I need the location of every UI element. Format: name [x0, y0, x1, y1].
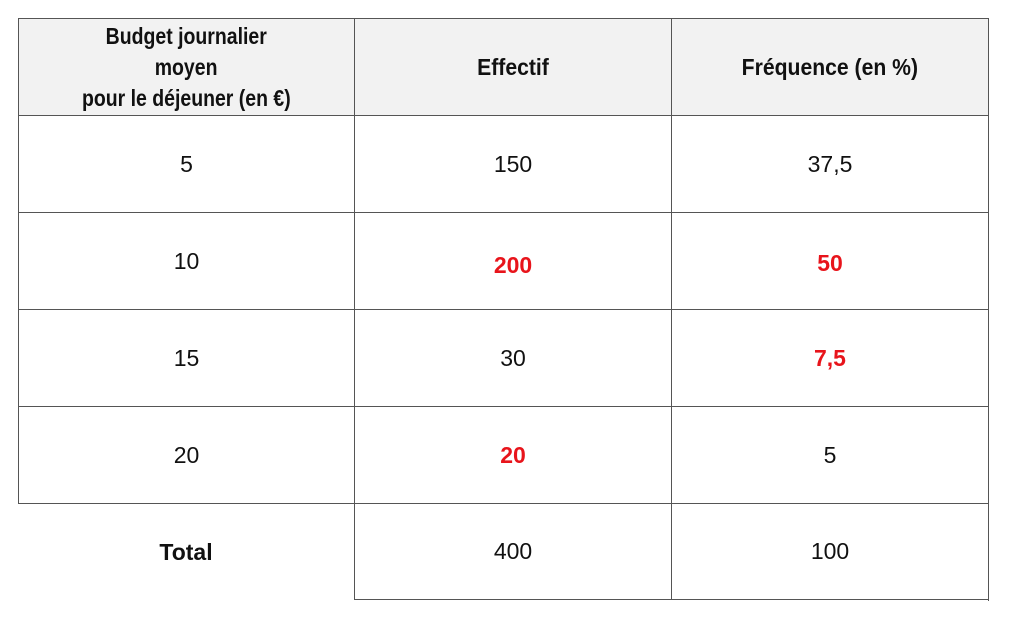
table-right-border — [988, 18, 989, 601]
header-effectif: Effectif — [354, 18, 671, 115]
cell-budget: 20 — [18, 406, 354, 503]
cell-frequence-answer: 50 — [671, 212, 988, 309]
header-line: pour le déjeuner (en €) — [82, 84, 291, 111]
header-line: Budget journalier — [105, 22, 268, 49]
cell-budget: 10 — [18, 212, 354, 309]
cell-budget: 15 — [18, 309, 354, 406]
cell-effectif: 30 — [354, 309, 671, 406]
total-effectif: 400 — [354, 503, 671, 600]
cell-budget: 5 — [18, 115, 354, 212]
cell-frequence: 5 — [671, 406, 988, 503]
total-frequence: 100 — [671, 503, 988, 600]
cell-effectif-answer: 20 — [354, 406, 671, 503]
header-frequence: Fréquence (en %) — [671, 18, 988, 115]
header-budget: Budget journalier moyen pour le déjeuner (… — [18, 18, 354, 115]
header-line: moyen — [155, 53, 218, 80]
cell-frequence: 37,5 — [671, 115, 988, 212]
cell-effectif: 150 — [354, 115, 671, 212]
total-label: Total — [18, 503, 354, 600]
cell-effectif-answer: 200 — [354, 212, 671, 309]
cell-frequence-answer: 7,5 — [671, 309, 988, 406]
header-label: Fréquence (en %) — [741, 53, 919, 80]
header-label: Effectif — [477, 53, 549, 80]
